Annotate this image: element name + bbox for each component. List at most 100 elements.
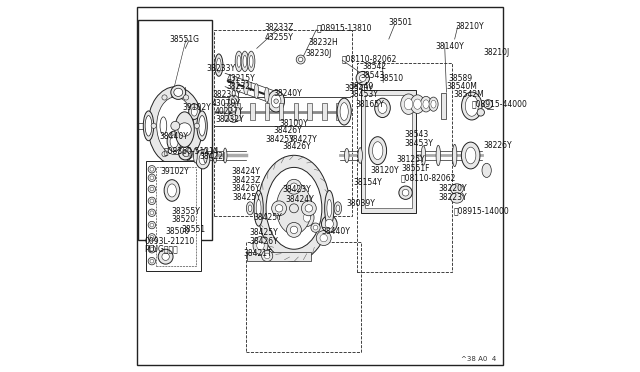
Circle shape	[301, 201, 316, 216]
Ellipse shape	[465, 96, 478, 116]
Ellipse shape	[325, 219, 333, 228]
Ellipse shape	[358, 148, 362, 163]
Text: 38426Y: 38426Y	[232, 185, 260, 193]
Ellipse shape	[321, 215, 337, 232]
Ellipse shape	[250, 55, 253, 67]
Text: 38551: 38551	[182, 225, 205, 234]
Ellipse shape	[248, 51, 255, 71]
Ellipse shape	[451, 193, 463, 203]
Bar	[214, 30, 351, 216]
Text: 38551G: 38551G	[170, 35, 199, 44]
Text: Ⓥ08915-13810: Ⓥ08915-13810	[316, 23, 372, 32]
Circle shape	[356, 71, 369, 85]
Text: 38426Y: 38426Y	[273, 126, 302, 135]
Circle shape	[477, 109, 484, 116]
Ellipse shape	[193, 148, 197, 163]
Circle shape	[291, 226, 298, 234]
Text: 38355Y: 38355Y	[172, 207, 200, 216]
Circle shape	[287, 179, 301, 194]
Text: 43070Y: 43070Y	[212, 99, 241, 108]
Bar	[357, 63, 452, 272]
Text: 38551F: 38551F	[401, 164, 429, 173]
Bar	[365, 95, 412, 208]
Ellipse shape	[336, 205, 340, 212]
Ellipse shape	[231, 98, 236, 103]
Ellipse shape	[254, 190, 263, 226]
Ellipse shape	[189, 104, 200, 119]
Text: 38424Y: 38424Y	[232, 167, 260, 176]
Ellipse shape	[168, 184, 177, 197]
Text: 38230Y: 38230Y	[212, 90, 241, 99]
Ellipse shape	[231, 106, 236, 111]
Ellipse shape	[228, 103, 239, 114]
Ellipse shape	[164, 180, 180, 201]
Ellipse shape	[241, 51, 248, 71]
Circle shape	[184, 95, 189, 100]
Ellipse shape	[268, 90, 284, 112]
Text: 38424Y: 38424Y	[286, 195, 314, 203]
Circle shape	[184, 151, 189, 157]
Text: 3B233Y: 3B233Y	[207, 64, 236, 73]
Ellipse shape	[266, 167, 322, 249]
Ellipse shape	[262, 250, 273, 262]
Circle shape	[171, 121, 180, 130]
Text: 38501: 38501	[389, 18, 413, 27]
Text: 38240Y: 38240Y	[273, 89, 302, 98]
Circle shape	[182, 150, 188, 156]
Ellipse shape	[235, 51, 243, 71]
Circle shape	[162, 151, 167, 157]
Text: 38440Y: 38440Y	[322, 227, 351, 236]
Circle shape	[151, 123, 156, 128]
Text: Ⓥ08915-14000: Ⓥ08915-14000	[453, 207, 509, 216]
Ellipse shape	[423, 100, 429, 109]
Ellipse shape	[246, 202, 254, 215]
Text: Ⓥ08915-44000: Ⓥ08915-44000	[472, 100, 527, 109]
Text: 38542M: 38542M	[453, 90, 484, 99]
Circle shape	[148, 257, 156, 265]
Ellipse shape	[204, 148, 207, 163]
Ellipse shape	[313, 225, 318, 230]
Ellipse shape	[374, 98, 390, 118]
Ellipse shape	[334, 202, 342, 215]
Text: 38232H: 38232H	[309, 38, 339, 47]
Bar	[224, 103, 228, 120]
Circle shape	[150, 199, 154, 203]
Text: 38226Y: 38226Y	[484, 141, 512, 150]
Ellipse shape	[324, 190, 334, 226]
Ellipse shape	[171, 85, 186, 99]
Circle shape	[291, 183, 298, 190]
Circle shape	[150, 235, 154, 239]
Bar	[235, 103, 239, 120]
Ellipse shape	[145, 116, 152, 136]
Ellipse shape	[404, 99, 413, 110]
Circle shape	[402, 189, 409, 196]
Text: 38210J: 38210J	[484, 48, 510, 57]
Text: 38423Z: 38423Z	[232, 176, 261, 185]
Circle shape	[162, 95, 167, 100]
Circle shape	[148, 221, 156, 229]
Ellipse shape	[257, 241, 264, 250]
Circle shape	[148, 234, 156, 241]
Ellipse shape	[228, 112, 239, 122]
Text: 0093L-21210: 0093L-21210	[145, 237, 195, 246]
Ellipse shape	[413, 99, 421, 109]
Ellipse shape	[431, 100, 436, 108]
Bar	[146, 161, 201, 271]
Bar	[441, 93, 447, 119]
Ellipse shape	[337, 98, 351, 125]
Circle shape	[150, 259, 154, 263]
Text: 39540Y: 39540Y	[344, 84, 373, 93]
Text: 38440Y: 38440Y	[159, 132, 188, 141]
Circle shape	[305, 205, 312, 212]
Circle shape	[148, 197, 156, 205]
Text: 38427Y: 38427Y	[289, 135, 317, 144]
Ellipse shape	[405, 147, 410, 164]
Circle shape	[150, 187, 154, 191]
Ellipse shape	[320, 234, 328, 242]
Ellipse shape	[344, 148, 349, 163]
Ellipse shape	[465, 147, 476, 164]
Circle shape	[158, 249, 173, 264]
Ellipse shape	[274, 99, 278, 103]
Ellipse shape	[148, 87, 203, 165]
Ellipse shape	[451, 184, 463, 194]
